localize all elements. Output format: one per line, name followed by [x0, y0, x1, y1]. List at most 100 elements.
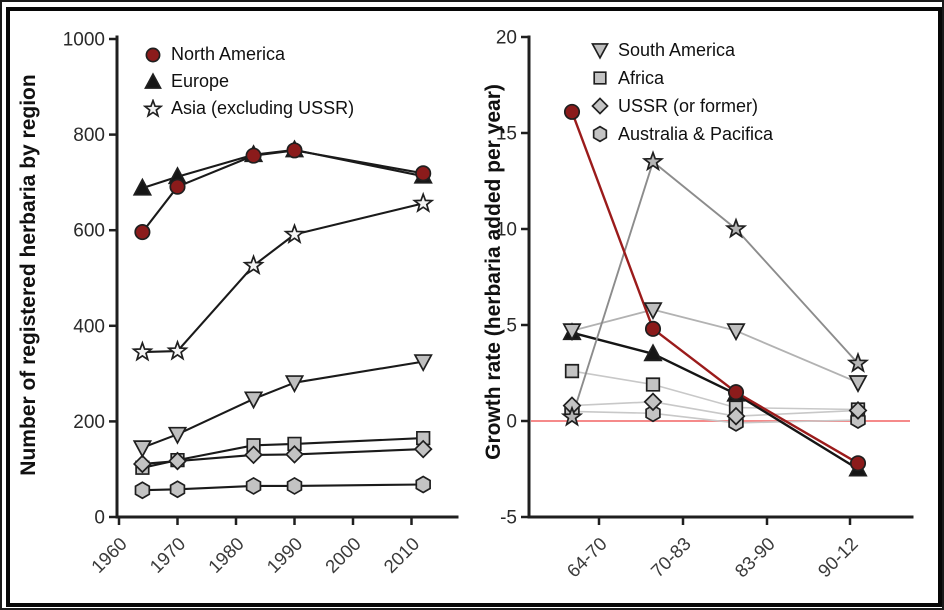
legend-label-north-america: North America	[171, 44, 286, 64]
square-icon	[593, 71, 607, 85]
triangle-up-icon	[643, 343, 663, 362]
triangle-down-icon	[591, 43, 609, 60]
diamond-icon	[726, 406, 746, 426]
hexagon-icon	[245, 476, 262, 495]
triangle-down-icon	[562, 323, 582, 342]
right-panel-lines	[570, 111, 859, 471]
star-icon	[283, 222, 306, 244]
diamond-icon	[643, 392, 663, 412]
left-x-tick-label: 1980	[204, 533, 248, 577]
right-y-tick-label: 5	[506, 316, 517, 337]
diamond-icon	[848, 401, 868, 420]
markers-australia-pacifica	[134, 475, 431, 500]
markers-south-america	[132, 354, 433, 459]
diamond-icon	[168, 451, 187, 471]
markers-asia-excluding-ussr	[131, 191, 435, 362]
triangle-down-icon	[243, 391, 264, 410]
triangle-down-icon	[848, 375, 868, 393]
triangle-down-icon	[726, 323, 746, 342]
hexagon-icon	[645, 404, 661, 423]
right-y-tick-label: 0	[506, 412, 517, 433]
line-australia-pacifica	[571, 410, 859, 424]
right-x-tick-label: 64-70	[563, 533, 611, 581]
markers-north-america	[563, 103, 867, 472]
line-europe	[571, 331, 859, 471]
triangle-down-icon	[167, 426, 188, 445]
star-icon	[242, 253, 265, 276]
left-y-tick-label: 200	[73, 412, 105, 433]
right-panel-markers	[560, 103, 870, 477]
line-north-america	[570, 111, 859, 465]
legend-label-ussr: USSR (or former)	[618, 95, 759, 116]
circle-icon	[169, 178, 186, 195]
left-x-tick-label: 1970	[145, 533, 189, 577]
triangle-up-icon	[144, 71, 162, 89]
right-y-tick-label: 20	[496, 28, 517, 49]
legend-item-africa: Africa	[590, 64, 773, 92]
line-africa	[571, 370, 859, 411]
markers-south-america	[562, 302, 868, 393]
hexagon-icon	[134, 481, 151, 500]
line-north-america	[141, 149, 424, 233]
star-icon	[724, 217, 748, 239]
legend-item-south-america: South America	[590, 36, 773, 64]
diamond-icon	[413, 439, 433, 459]
left-x-tick-label: 1990	[262, 533, 306, 577]
legend-label-europe: Europe	[171, 71, 230, 91]
hexagon-icon	[415, 475, 431, 494]
triangle-up-icon	[132, 177, 153, 196]
circle-icon	[727, 384, 745, 401]
hexagon-icon	[169, 480, 186, 499]
circle-icon	[415, 165, 432, 182]
diamond-icon	[591, 97, 609, 115]
markers-ussr-or-former	[132, 439, 433, 474]
markers-ussr-or-former	[562, 392, 868, 426]
line-south-america	[142, 360, 424, 449]
line-asia-excluding-ussr	[142, 202, 424, 354]
right-x-tick-label: 83-90	[731, 533, 779, 581]
star-icon	[412, 191, 435, 213]
right-y-tick-label: -5	[500, 508, 517, 529]
circle-icon	[286, 142, 303, 159]
right-x-tick-label: 70-83	[647, 533, 695, 581]
circle-icon	[644, 320, 662, 337]
right-x-tick-label: 90-12	[814, 533, 862, 581]
legend-item-australia-pacifica: Australia & Pacifica	[590, 120, 773, 148]
markers-north-america	[134, 142, 432, 241]
legend-left: North America Europe Asia (excluding USS…	[143, 41, 354, 122]
left-y-tick-label: 1000	[63, 30, 105, 51]
left-y-tick-label: 0	[94, 508, 105, 529]
star-icon	[641, 150, 665, 172]
left-panel-markers	[131, 139, 435, 500]
hexagon-icon	[592, 125, 608, 143]
line-asia-excluding-ussr	[571, 160, 859, 418]
square-icon	[645, 377, 661, 392]
markers-asia-excluding-ussr	[560, 150, 870, 427]
left-x-tick-label: 1960	[87, 533, 131, 577]
left-y-tick-label: 600	[73, 221, 105, 242]
left-x-tick-label: 2010	[379, 533, 423, 577]
legend-label-south-america: South America	[618, 39, 736, 60]
legend-label-asia: Asia (excluding USSR)	[171, 98, 355, 118]
legend-item-asia: Asia (excluding USSR)	[143, 95, 354, 122]
hexagon-icon	[286, 476, 303, 495]
right-y-axis-title: Growth rate (herbaria added per year)	[482, 84, 505, 460]
markers-europe	[562, 322, 868, 477]
left-y-tick-label: 400	[73, 316, 105, 337]
square-icon	[416, 430, 431, 446]
right-y-tick-label: 15	[496, 124, 517, 145]
legend-label-australia-pacifica: Australia & Pacifica	[618, 123, 774, 144]
line-ussr-or-former	[571, 400, 859, 418]
square-icon	[246, 438, 261, 453]
left-x-tick-label: 2000	[321, 533, 365, 577]
triangle-down-icon	[413, 354, 433, 373]
square-icon	[564, 363, 580, 379]
star-icon	[846, 351, 870, 373]
triangle-down-icon	[132, 440, 153, 459]
legend-item-europe: Europe	[143, 68, 354, 95]
left-y-axis-title: Number of registered herbaria by region	[17, 74, 40, 476]
triangle-down-icon	[284, 375, 305, 394]
circle-icon	[849, 455, 867, 472]
star-icon	[560, 405, 584, 427]
